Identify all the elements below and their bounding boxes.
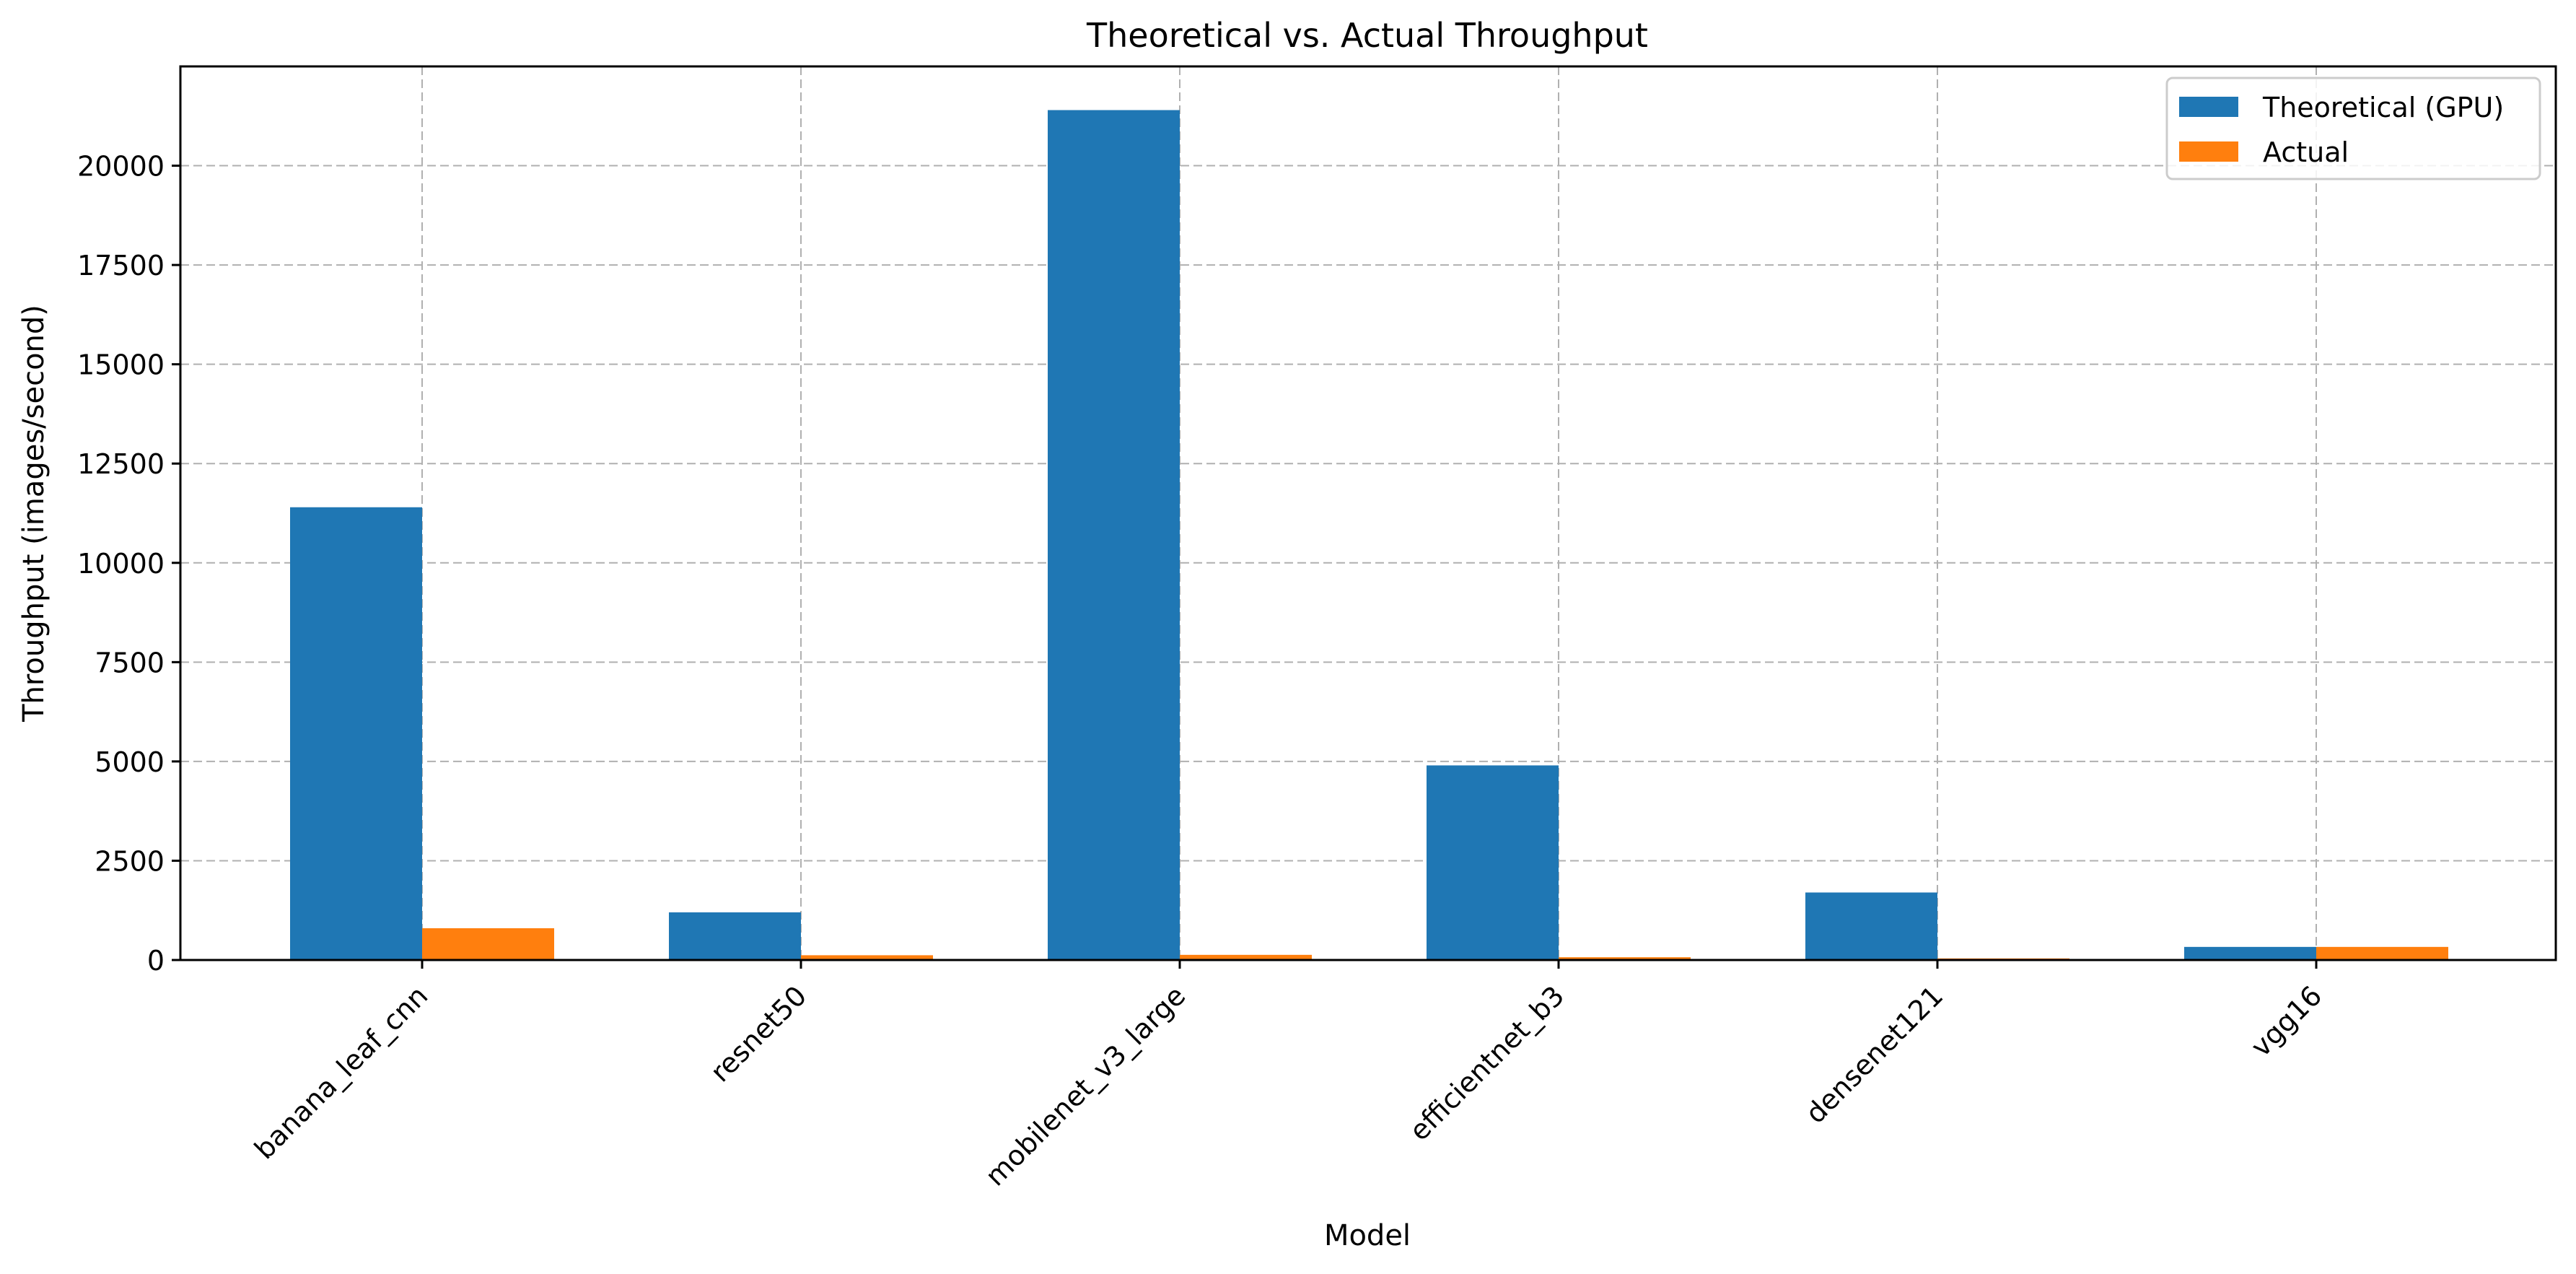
legend-label: Theoretical (GPU) — [2262, 92, 2504, 123]
chart-title: Theoretical vs. Actual Throughput — [1086, 16, 1648, 55]
legend-swatch — [2179, 141, 2238, 162]
bar-theoretical — [1427, 765, 1559, 960]
bar-actual — [2316, 946, 2448, 960]
legend-swatch — [2179, 97, 2238, 117]
y-tick-label: 12500 — [77, 448, 165, 480]
bars — [290, 110, 2448, 961]
y-tick-label: 17500 — [77, 250, 165, 282]
bar-actual — [1180, 954, 1312, 960]
y-tick-label: 15000 — [77, 349, 165, 381]
bar-theoretical — [669, 912, 801, 960]
bar-actual — [422, 928, 554, 960]
legend-frame — [2165, 77, 2541, 180]
bar-theoretical — [2184, 946, 2316, 960]
bar-theoretical — [1805, 892, 1937, 960]
y-tick-label: 5000 — [95, 746, 165, 778]
legend: Theoretical (GPU) Actual — [2165, 77, 2541, 180]
y-tick-label: 7500 — [95, 647, 165, 679]
bar-actual — [801, 955, 933, 960]
plot-frame — [179, 65, 2557, 961]
bar-theoretical — [290, 507, 422, 960]
y-tick-label: 2500 — [95, 845, 165, 877]
y-tick-label: 0 — [147, 945, 165, 977]
legend-label: Actual — [2263, 136, 2349, 168]
x-axis-label: Model — [1324, 1219, 1411, 1252]
bar-theoretical — [1048, 110, 1180, 961]
y-tick-label: 10000 — [77, 548, 165, 580]
y-axis: 0 2500 5000 7500 10000 12500 15000 17500 20000 — [77, 151, 180, 977]
y-tick-label: 20000 — [77, 151, 165, 183]
y-axis-label: Throughput (images/second) — [17, 305, 51, 723]
bar-actual — [1559, 957, 1691, 960]
